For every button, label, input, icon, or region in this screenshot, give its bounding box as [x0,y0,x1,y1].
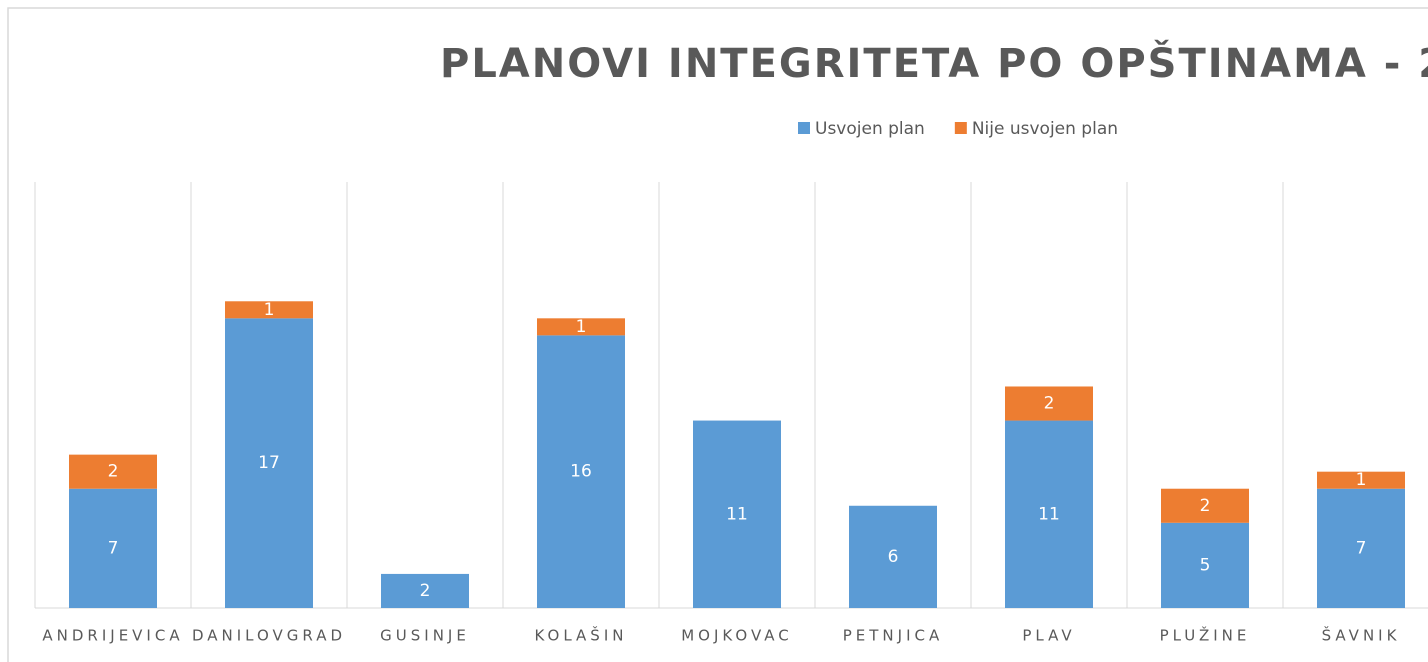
bar-segment [225,318,313,608]
bar-segment [1317,471,1405,489]
legend-swatch [798,122,810,134]
value-label: 2 [108,462,119,482]
value-label: 5 [1200,555,1211,575]
value-label: 16 [570,462,592,482]
bar-segment [1005,420,1093,608]
x-tick-label: PETNJICA [843,627,944,645]
value-label: 1 [264,300,275,320]
value-label: 11 [1038,504,1060,524]
value-label: 11 [726,504,748,524]
bar-segment [849,505,937,608]
bar-segment [1161,522,1249,608]
x-tick-label: PLUŽINE [1160,626,1251,645]
bar-segment [537,318,625,336]
bar-segment [225,301,313,319]
bar-segment [69,454,157,489]
value-label: 2 [420,581,431,601]
value-label: 7 [1356,538,1367,558]
value-label: 2 [1200,496,1211,516]
legend-label: Usvojen plan [815,119,925,139]
value-label: 17 [258,453,280,473]
bar-segment [1005,386,1093,421]
x-tick-label: DANILOVGRAD [192,627,346,645]
x-tick-label: GUSINJE [380,627,470,645]
bar-segment [537,335,625,608]
bar-segment [1161,488,1249,523]
chart-title: PLANOVI INTEGRITETA PO OPŠTINAMA - 2. I [440,39,1428,87]
bar-segment [381,573,469,608]
bar-segment [69,488,157,608]
x-tick-label: ŠAVNIK [1322,626,1401,645]
value-label: 6 [888,547,899,567]
legend-swatch [954,122,967,134]
x-tick-label: MOJKOVAC [681,627,793,645]
x-tick-label: PLAV [1022,627,1075,645]
value-label: 1 [1356,470,1367,490]
bar-segment [1317,488,1405,608]
x-tick-label: ANDRIJEVICA [42,627,183,645]
bar-segment [693,420,781,608]
value-label: 7 [108,538,119,558]
x-tick-label: KOLAŠIN [535,626,628,645]
chart-border [7,7,1428,662]
value-label: 2 [1044,394,1055,414]
value-label: 1 [576,317,587,337]
legend-label: Nije usvojen plan [972,119,1118,139]
